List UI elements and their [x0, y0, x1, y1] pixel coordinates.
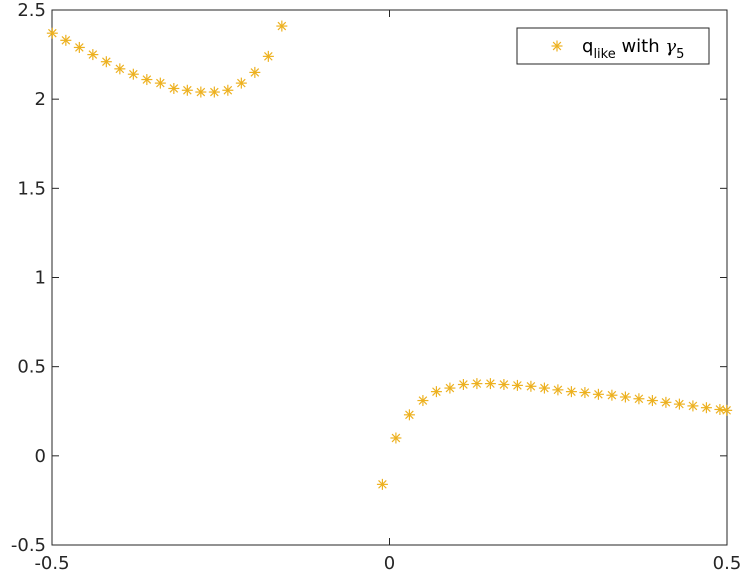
data-point [457, 379, 469, 390]
legend-greek: γ [665, 36, 676, 57]
data-point [444, 382, 456, 394]
data-point [141, 74, 153, 86]
data-point [376, 478, 388, 490]
y-tick-label: 1 [35, 268, 46, 289]
data-point [181, 84, 193, 96]
data-point [511, 379, 523, 391]
y-tick-label: 2 [35, 89, 46, 110]
data-point [700, 402, 712, 414]
data-point [127, 68, 139, 80]
y-tick-label: 2.5 [17, 0, 46, 21]
data-point [46, 27, 58, 39]
legend-label: qlike with γ5 [582, 36, 684, 62]
x-tick-label: 0 [384, 553, 395, 574]
x-tick-label: 0.5 [713, 553, 742, 574]
y-tick-label: -0.5 [11, 535, 46, 556]
data-point [619, 391, 631, 403]
legend-box [516, 27, 710, 65]
data-point [633, 393, 645, 405]
legend-marker [551, 40, 563, 52]
data-point [73, 41, 85, 53]
data-point [565, 386, 577, 398]
legend: qlike with γ5 [516, 27, 710, 65]
data-point [525, 380, 537, 392]
axis-tick-labels: -0.5 0 0.5 -0.5 0 0.5 1 1.5 2 2.5 [11, 0, 741, 574]
legend-mid: with [616, 36, 666, 57]
data-point [430, 386, 442, 398]
data-point [673, 398, 685, 410]
data-point [100, 56, 112, 68]
data-point [714, 403, 726, 415]
data-point [660, 396, 672, 408]
data-point [208, 86, 220, 98]
data-point [154, 77, 166, 89]
x-tick-label: -0.5 [34, 553, 69, 574]
data-point [687, 400, 699, 412]
data-point [114, 63, 126, 75]
legend-greek-sub: 5 [676, 47, 684, 62]
data-point [276, 20, 288, 32]
legend-marker-symbol [551, 40, 563, 52]
data-point [417, 395, 429, 407]
data-point [60, 34, 72, 46]
data-point [262, 50, 274, 62]
data-point [538, 382, 550, 394]
data-point [87, 49, 99, 61]
data-point [484, 378, 496, 390]
data-point [721, 404, 733, 416]
data-point [592, 388, 604, 400]
data-point [579, 387, 591, 399]
axis-ticks [51, 9, 728, 546]
y-tick-label: 0.5 [17, 357, 46, 378]
y-tick-label: 0 [35, 446, 46, 467]
data-point [471, 378, 483, 390]
data-point [498, 379, 510, 390]
data-point [403, 409, 415, 421]
data-point [235, 77, 247, 89]
data-markers [46, 20, 733, 490]
y-tick-label: 1.5 [17, 178, 46, 199]
data-point [195, 86, 207, 98]
data-point [390, 432, 402, 444]
data-point [222, 84, 234, 96]
plot-area [51, 9, 728, 546]
legend-sub: like [593, 47, 615, 62]
legend-main: q [582, 36, 593, 57]
data-point [168, 82, 180, 94]
data-point [646, 395, 658, 407]
data-point [606, 389, 618, 401]
data-point [552, 384, 564, 396]
data-point [249, 66, 261, 78]
